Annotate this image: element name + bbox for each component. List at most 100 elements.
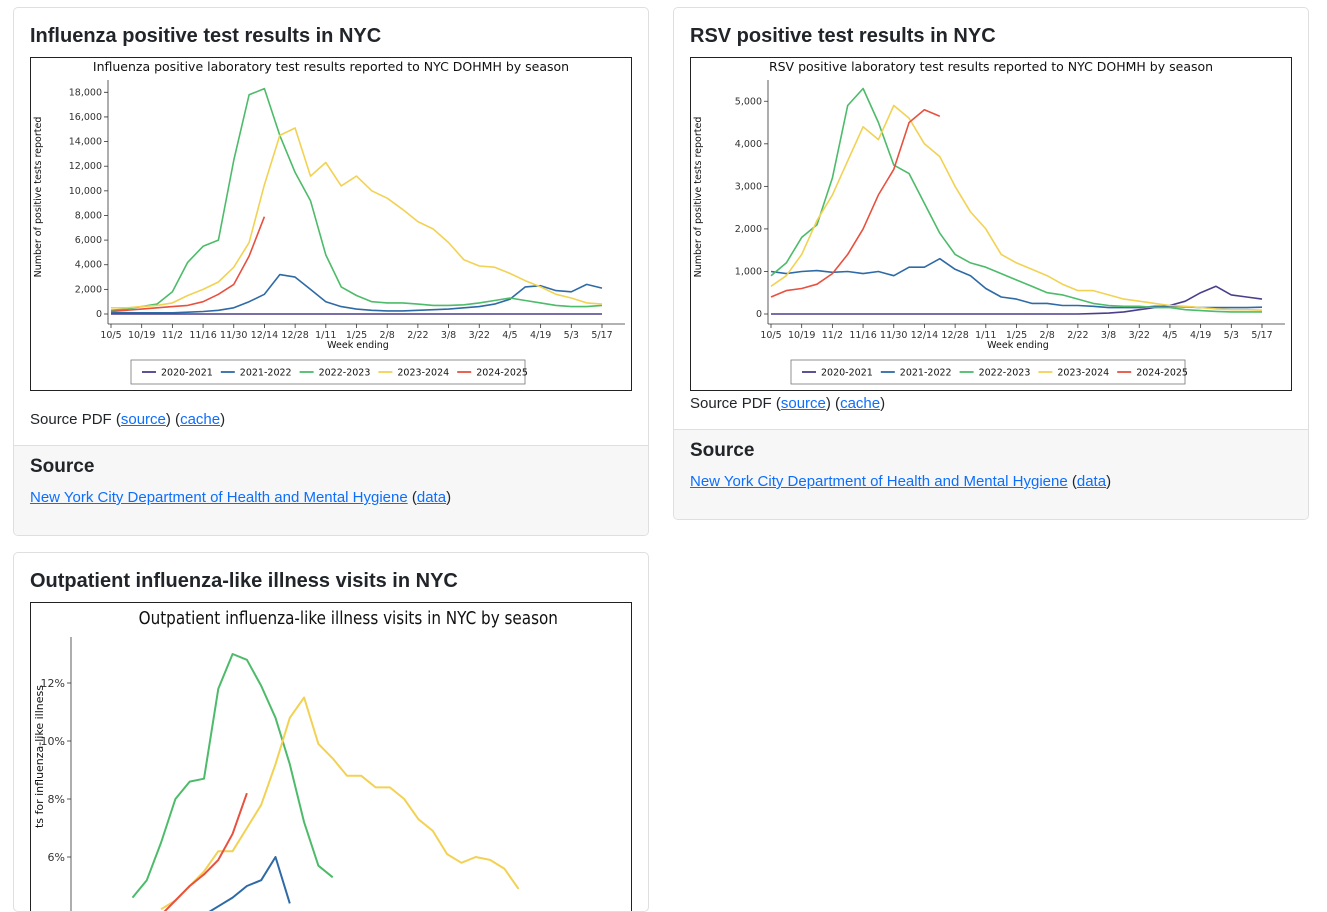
x-tick-label: 5/3	[564, 330, 579, 341]
rsv-card: RSV positive test results in NYC RSV pos…	[673, 7, 1309, 520]
chart-title: Influenza positive laboratory test resul…	[93, 59, 569, 74]
source-prefix: Source PDF (	[690, 395, 781, 412]
ili-card-body: Outpatient influenza-like illness visits…	[14, 553, 648, 911]
y-tick-label: 3,000	[735, 181, 762, 192]
y-tick-label: 8,000	[75, 210, 102, 221]
footer-title: Source	[30, 456, 95, 477]
data-close: )	[446, 489, 452, 506]
x-tick-label: 11/30	[220, 330, 247, 341]
series-line-2022-2023	[110, 87, 603, 312]
influenza-chart-frame: Influenza positive laboratory test resul…	[30, 57, 632, 391]
y-tick-label: 4,000	[75, 260, 102, 271]
y-tick-label: 18,000	[69, 87, 102, 98]
legend-label: 2021-2022	[900, 368, 952, 379]
series-line-2023-2024	[770, 104, 1263, 311]
influenza-card-title: Influenza positive test results in NYC	[30, 25, 382, 47]
x-tick-label: 4/5	[502, 330, 517, 341]
x-tick-label: 12/14	[251, 330, 278, 341]
source-prefix: Source PDF (	[30, 411, 121, 428]
x-tick-label: 11/16	[849, 330, 876, 341]
legend-label: 2021-2022	[240, 368, 292, 379]
legend-label: 2020-2021	[821, 368, 873, 379]
x-tick-label: 12/28	[941, 330, 968, 341]
x-tick-label: 3/8	[1101, 330, 1116, 341]
x-tick-label: 4/19	[530, 330, 551, 341]
series-line-2023-2024	[160, 696, 520, 911]
org-link[interactable]: New York City Department of Health and M…	[30, 489, 408, 506]
x-tick-label: 11/30	[880, 330, 907, 341]
cache-link[interactable]: cache	[840, 395, 881, 412]
cache-link[interactable]: cache	[180, 411, 221, 428]
x-tick-label: 12/14	[911, 330, 938, 341]
y-tick-label: 12,000	[69, 161, 102, 172]
x-tick-label: 4/5	[1162, 330, 1177, 341]
data-open: (	[1067, 473, 1077, 490]
data-link[interactable]: data	[416, 489, 447, 506]
ili-card: Outpatient influenza-like illness visits…	[13, 552, 649, 912]
y-tick-label: 6,000	[75, 235, 102, 246]
rsv-chart: RSV positive laboratory test results rep…	[693, 59, 1285, 385]
x-tick-label: 2/8	[380, 330, 395, 341]
x-tick-label: 1/11	[315, 330, 336, 341]
y-tick-label: 2,000	[75, 284, 102, 295]
x-axis-title: Week ending	[987, 340, 1049, 351]
x-tick-label: 2/22	[407, 330, 428, 341]
data-close: )	[1106, 473, 1112, 490]
y-tick-label: 14,000	[69, 137, 102, 148]
x-axis-title: Week ending	[327, 340, 389, 351]
series-line-2022-2023	[131, 653, 334, 899]
org-link[interactable]: New York City Department of Health and M…	[690, 473, 1068, 490]
series-line-2021-2022	[111, 273, 603, 314]
y-tick-label: 0	[96, 309, 102, 320]
x-tick-label: 4/19	[1190, 330, 1211, 341]
x-tick-label: 11/2	[822, 330, 843, 341]
x-tick-label: 12/28	[281, 330, 308, 341]
legend-label: 2022-2023	[319, 368, 371, 379]
series-line-2020-2021	[771, 285, 1263, 315]
x-tick-label: 3/22	[1129, 330, 1150, 341]
legend-label: 2024-2025	[1136, 368, 1188, 379]
y-axis-title: Number of positive tests reported	[693, 117, 704, 278]
influenza-card-footer: Source New York City Department of Healt…	[14, 445, 648, 535]
y-axis-title: Number of positive tests reported	[33, 117, 44, 278]
y-tick-label: 1,000	[735, 266, 762, 277]
x-tick-label: 2/8	[1040, 330, 1055, 341]
y-axis-title: ts for influenza-like illness	[33, 685, 46, 828]
footer-title: Source	[690, 440, 755, 461]
y-tick-label: 5,000	[735, 96, 762, 107]
legend-label: 2023-2024	[397, 368, 449, 379]
data-open: (	[407, 489, 417, 506]
x-tick-label: 11/16	[189, 330, 216, 341]
y-tick-label: 16,000	[69, 112, 102, 123]
x-tick-label: 5/3	[1224, 330, 1239, 341]
series-line-2024-2025	[163, 792, 248, 911]
legend-label: 2023-2024	[1057, 368, 1109, 379]
influenza-card: Influenza positive test results in NYC I…	[13, 7, 649, 536]
source-link[interactable]: source	[780, 395, 826, 412]
chart-title: RSV positive laboratory test results rep…	[769, 59, 1213, 74]
influenza-chart: Influenza positive laboratory test resul…	[33, 59, 625, 385]
legend-label: 2022-2023	[979, 368, 1031, 379]
series-line-2023-2024	[111, 127, 603, 309]
footer-links: New York City Department of Health and M…	[690, 472, 1292, 492]
source-link[interactable]: source	[120, 411, 166, 428]
rsv-chart-frame: RSV positive laboratory test results rep…	[690, 57, 1292, 391]
y-tick-label: 2,000	[735, 224, 762, 235]
footer-links: New York City Department of Health and M…	[30, 488, 632, 508]
source-mid: ) (	[825, 395, 841, 412]
x-tick-label: 10/5	[100, 330, 121, 341]
source-suffix: )	[880, 395, 886, 412]
y-tick-label: 10%	[41, 735, 65, 748]
x-tick-label: 10/19	[128, 330, 155, 341]
rsv-source-links: Source PDF (source) (cache)	[690, 394, 1292, 414]
series-line-2021-2022	[208, 856, 291, 911]
data-link[interactable]: data	[1076, 473, 1107, 490]
y-tick-label: 4,000	[735, 139, 762, 150]
rsv-card-footer: Source New York City Department of Healt…	[674, 429, 1308, 519]
source-mid: ) (	[165, 411, 181, 428]
x-tick-label: 11/2	[162, 330, 183, 341]
ili-chart-frame: Outpatient influenza-like illness visits…	[30, 602, 632, 911]
series-line-2024-2025	[770, 108, 941, 298]
influenza-card-body: Influenza positive test results in NYC I…	[14, 8, 648, 430]
x-tick-label: 5/17	[1251, 330, 1272, 341]
